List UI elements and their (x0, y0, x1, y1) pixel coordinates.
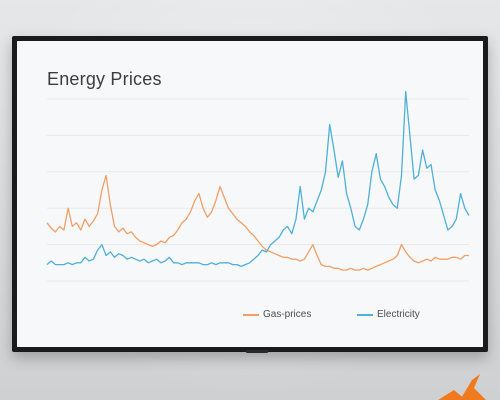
gas-prices-series-line (46, 174, 469, 271)
electricity-series-line (46, 91, 470, 268)
monitor-screen: Energy Prices Gas-prices Electricity (17, 41, 483, 347)
legend-item-electricity: Electricity (357, 309, 420, 320)
monitor-bezel: Energy Prices Gas-prices Electricity (12, 36, 488, 352)
electricity-legend-swatch (357, 313, 373, 316)
orange-arrow-logo-icon (438, 374, 486, 400)
chart-gridlines (47, 98, 469, 282)
electricity-legend-label: Electricity (377, 309, 420, 320)
legend-item-gas: Gas-prices (243, 309, 311, 320)
gas-legend-label: Gas-prices (263, 309, 312, 320)
gas-legend-swatch (243, 313, 259, 316)
chart-series (46, 91, 470, 271)
page-title: Energy Prices (47, 69, 162, 89)
monitor-power-indicator (246, 350, 268, 353)
line-chart (46, 91, 470, 282)
